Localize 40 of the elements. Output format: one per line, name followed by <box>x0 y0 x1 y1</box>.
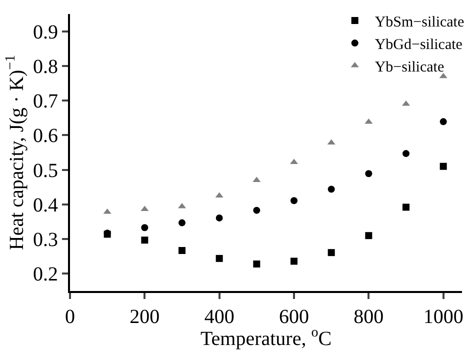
x-tick-label: 800 <box>354 306 384 328</box>
x-tick-label: 0 <box>65 306 75 328</box>
legend-label: Yb−silicate <box>374 59 444 76</box>
y-tick-label: 0.3 <box>33 229 58 252</box>
x-tick-label: 600 <box>279 306 309 328</box>
point <box>215 192 224 198</box>
y-tick-label: 0.9 <box>33 21 58 44</box>
point <box>402 204 410 211</box>
legend-label: YbGd−silicate <box>374 36 463 53</box>
point <box>290 258 298 265</box>
legend-label: YbSm−silicate <box>374 14 464 30</box>
point <box>290 197 298 204</box>
point <box>216 254 223 262</box>
y-tick-label: 0.5 <box>33 160 58 182</box>
point <box>253 260 260 268</box>
point <box>440 118 447 126</box>
point <box>253 206 260 214</box>
point <box>141 224 148 232</box>
y-tick-label: 0.8 <box>33 56 58 78</box>
y-tick-label: 0.2 <box>33 264 58 286</box>
point <box>440 162 447 170</box>
point <box>439 72 448 78</box>
point <box>178 246 186 254</box>
point <box>328 249 335 256</box>
y-tick-label: 0.6 <box>33 125 58 148</box>
point <box>216 214 223 222</box>
point <box>365 170 372 178</box>
point <box>327 139 336 145</box>
y-tick-label: 0.7 <box>33 90 58 113</box>
x-tick-label: 1000 <box>423 306 464 328</box>
y-tick-label: 0.4 <box>33 194 58 216</box>
point <box>140 206 149 212</box>
x-tick-label: 200 <box>130 306 160 328</box>
x-tick-label: 400 <box>204 306 234 328</box>
point <box>365 232 372 240</box>
point <box>178 219 186 226</box>
point <box>328 186 335 193</box>
x-axis-title: Temperature, $^{o}$C <box>200 326 332 350</box>
point <box>402 150 410 158</box>
point <box>141 236 148 244</box>
